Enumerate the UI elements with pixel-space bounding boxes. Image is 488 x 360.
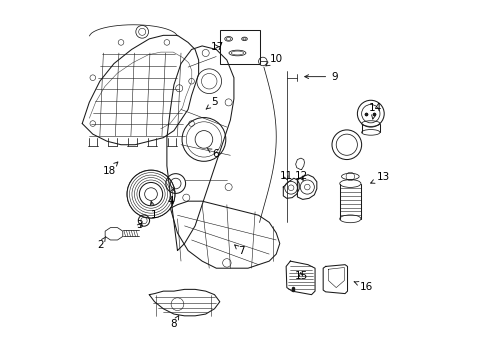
Text: 10: 10 xyxy=(265,54,282,66)
Text: 5: 5 xyxy=(206,98,217,109)
Text: 16: 16 xyxy=(353,282,372,292)
Text: 18: 18 xyxy=(102,162,118,176)
Text: 3: 3 xyxy=(136,220,142,230)
Text: 17: 17 xyxy=(210,42,223,51)
Text: 14: 14 xyxy=(367,103,381,119)
Text: 4: 4 xyxy=(167,188,175,206)
Text: 9: 9 xyxy=(304,72,337,82)
Text: 15: 15 xyxy=(294,271,307,281)
Text: 11: 11 xyxy=(279,171,292,181)
Text: 7: 7 xyxy=(234,245,244,256)
Text: 13: 13 xyxy=(370,172,390,183)
Text: 12: 12 xyxy=(294,171,307,181)
Text: 8: 8 xyxy=(170,316,179,329)
Text: 2: 2 xyxy=(97,237,105,249)
Text: 6: 6 xyxy=(206,148,219,158)
Text: 1: 1 xyxy=(150,201,158,220)
